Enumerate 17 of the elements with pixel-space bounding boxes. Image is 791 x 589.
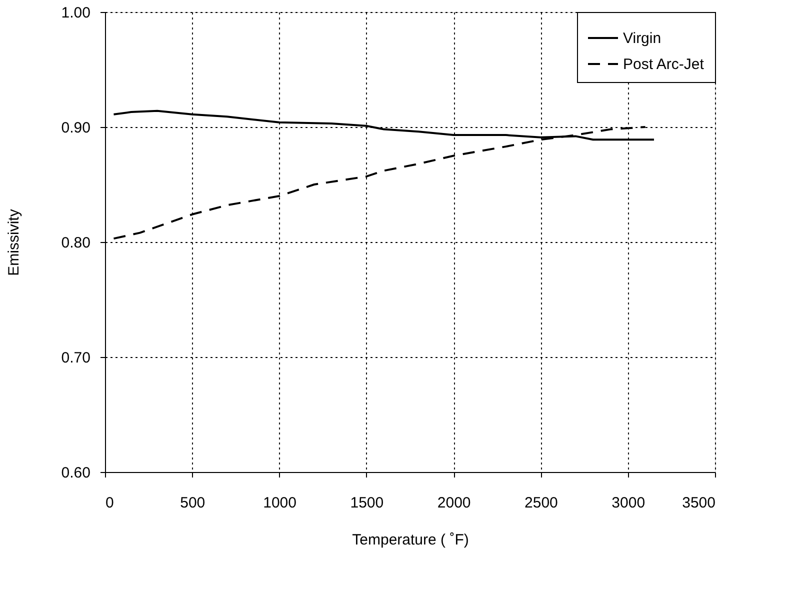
x-tick-label: 2000 [437,494,471,512]
x-tick-label: 0 [106,494,114,512]
y-tick-label: 0.80 [61,234,90,252]
y-axis-title: Emissivity [5,208,22,276]
x-tick-label: 500 [180,494,206,512]
y-tick-label: 0.90 [61,120,90,136]
x-tick-label: 1500 [350,494,384,512]
legend-label: Post Arc-Jet [623,56,705,73]
x-axis-title: Temperature ( ˚F) [352,532,469,548]
x-tick-label: 3500 [682,494,716,512]
x-tick-label: 2500 [524,494,558,512]
legend-label: Virgin [623,30,662,47]
y-tick-label: 0.70 [61,350,90,366]
y-tick-label: 0.60 [61,464,90,482]
x-tick-label: 1000 [263,494,296,512]
x-tick-label: 3000 [612,494,646,512]
y-tick-label: 1.00 [61,4,90,22]
